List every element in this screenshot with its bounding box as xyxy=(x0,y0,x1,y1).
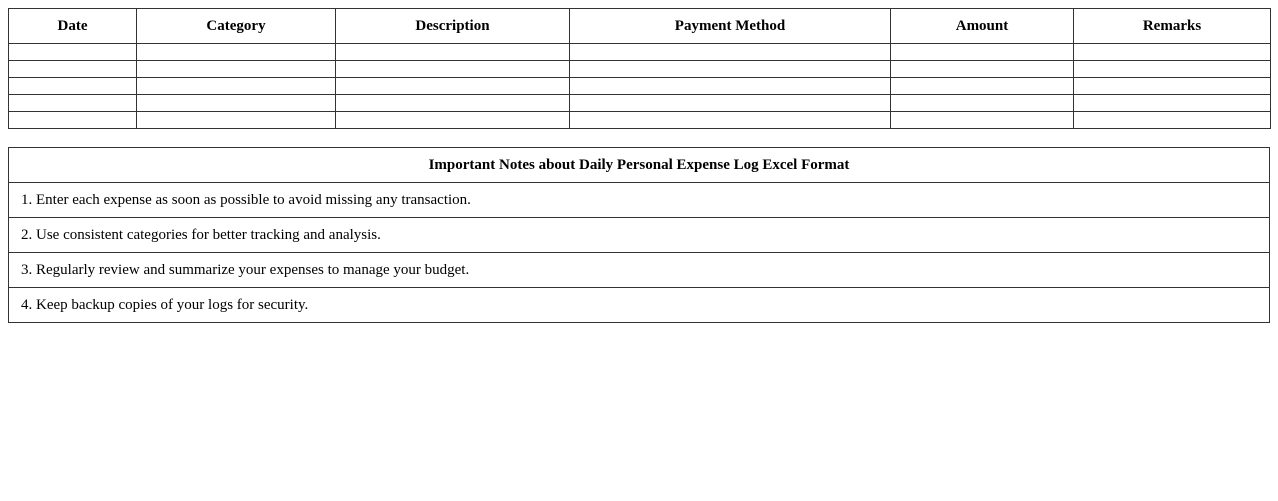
expense-log-table: Date Category Description Payment Method… xyxy=(8,8,1271,129)
table-cell[interactable] xyxy=(1073,60,1271,78)
table-cell[interactable] xyxy=(1073,43,1271,61)
table-cell[interactable] xyxy=(1073,77,1271,95)
table-cell[interactable] xyxy=(136,94,336,112)
table-cell[interactable] xyxy=(8,77,137,95)
note-item: 1. Enter each expense as soon as possibl… xyxy=(8,182,1270,218)
table-cell[interactable] xyxy=(890,94,1074,112)
table-cell[interactable] xyxy=(8,111,137,129)
table-cell[interactable] xyxy=(8,60,137,78)
table-cell[interactable] xyxy=(8,94,137,112)
column-header-description: Description xyxy=(335,8,570,44)
column-header-amount: Amount xyxy=(890,8,1074,44)
table-cell[interactable] xyxy=(890,77,1074,95)
table-cell[interactable] xyxy=(1073,94,1271,112)
notes-table: Important Notes about Daily Personal Exp… xyxy=(8,147,1270,323)
table-cell[interactable] xyxy=(136,60,336,78)
table-cell[interactable] xyxy=(890,111,1074,129)
table-row xyxy=(8,77,1271,95)
column-header-date: Date xyxy=(8,8,137,44)
table-cell[interactable] xyxy=(136,43,336,61)
note-item: 2. Use consistent categories for better … xyxy=(8,217,1270,253)
table-row xyxy=(8,43,1271,61)
column-header-category: Category xyxy=(136,8,336,44)
notes-title: Important Notes about Daily Personal Exp… xyxy=(8,147,1270,183)
table-cell[interactable] xyxy=(136,77,336,95)
note-item: 4. Keep backup copies of your logs for s… xyxy=(8,287,1270,323)
column-header-remarks: Remarks xyxy=(1073,8,1271,44)
table-cell[interactable] xyxy=(569,94,891,112)
header-row: Date Category Description Payment Method… xyxy=(8,8,1271,44)
table-row xyxy=(8,60,1271,78)
note-item: 3. Regularly review and summarize your e… xyxy=(8,252,1270,288)
table-cell[interactable] xyxy=(335,43,570,61)
table-cell[interactable] xyxy=(335,60,570,78)
table-row xyxy=(8,111,1271,129)
table-cell[interactable] xyxy=(136,111,336,129)
table-cell[interactable] xyxy=(8,43,137,61)
table-cell[interactable] xyxy=(335,94,570,112)
table-cell[interactable] xyxy=(890,43,1074,61)
column-header-payment-method: Payment Method xyxy=(569,8,891,44)
table-cell[interactable] xyxy=(890,60,1074,78)
table-row xyxy=(8,94,1271,112)
table-cell[interactable] xyxy=(1073,111,1271,129)
table-cell[interactable] xyxy=(569,60,891,78)
table-cell[interactable] xyxy=(569,77,891,95)
table-cell[interactable] xyxy=(335,77,570,95)
table-cell[interactable] xyxy=(335,111,570,129)
table-cell[interactable] xyxy=(569,43,891,61)
table-cell[interactable] xyxy=(569,111,891,129)
